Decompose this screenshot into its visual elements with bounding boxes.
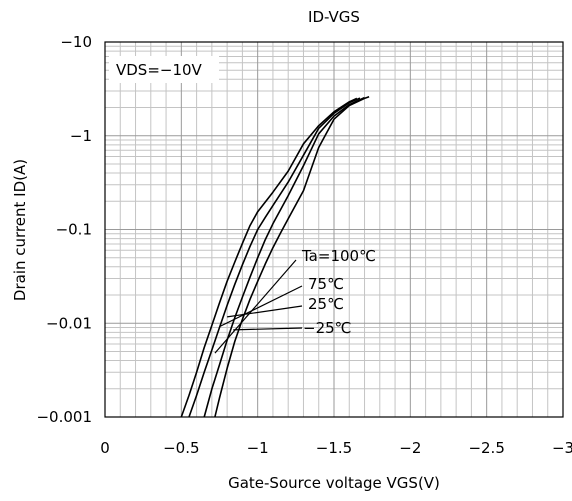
series-line [203, 96, 365, 418]
annotation-layer: Ta=100℃ 75℃ 25℃ −25℃ [214, 247, 376, 354]
leader-line [227, 305, 303, 318]
x-tick-label: −1 [247, 439, 269, 457]
series-line [180, 97, 358, 418]
x-tick-label: −0.5 [163, 439, 199, 457]
condition-label: VDS=−10V [116, 61, 203, 79]
leader-line [233, 327, 303, 331]
x-tick-label: 0 [100, 439, 110, 457]
leader-line [214, 259, 297, 354]
chart-title: ID-VGS [308, 8, 360, 26]
series-layer [180, 96, 370, 418]
series-label: Ta=100℃ [301, 247, 376, 265]
y-tick-label: −0.001 [36, 408, 92, 426]
y-axis-label: Drain current ID(A) [11, 159, 29, 301]
plot-frame [104, 41, 564, 418]
series-label: −25℃ [303, 319, 352, 337]
x-tick-label: −3 [552, 439, 572, 457]
series-label: 75℃ [308, 275, 344, 293]
x-axis-label: Gate-Source voltage VGS(V) [228, 474, 440, 492]
x-tick-label: −2 [399, 439, 421, 457]
y-tick-labels: −0.001 −0.01 −0.1 −1 −10 [36, 33, 92, 426]
y-tick-label: −10 [60, 33, 92, 51]
series-line [214, 96, 370, 418]
y-tick-label: −1 [70, 127, 92, 145]
x-tick-label: −2.5 [468, 439, 504, 457]
condition-box [109, 56, 219, 83]
series-line [188, 97, 361, 418]
series-label: 25℃ [308, 295, 344, 313]
x-tick-labels: 0 −0.5 −1 −1.5 −2 −2.5 −3 [100, 439, 572, 457]
leader-line [219, 285, 303, 328]
y-tick-label: −0.1 [56, 221, 92, 239]
x-tick-label: −1.5 [316, 439, 352, 457]
y-tick-label: −0.01 [46, 314, 92, 332]
